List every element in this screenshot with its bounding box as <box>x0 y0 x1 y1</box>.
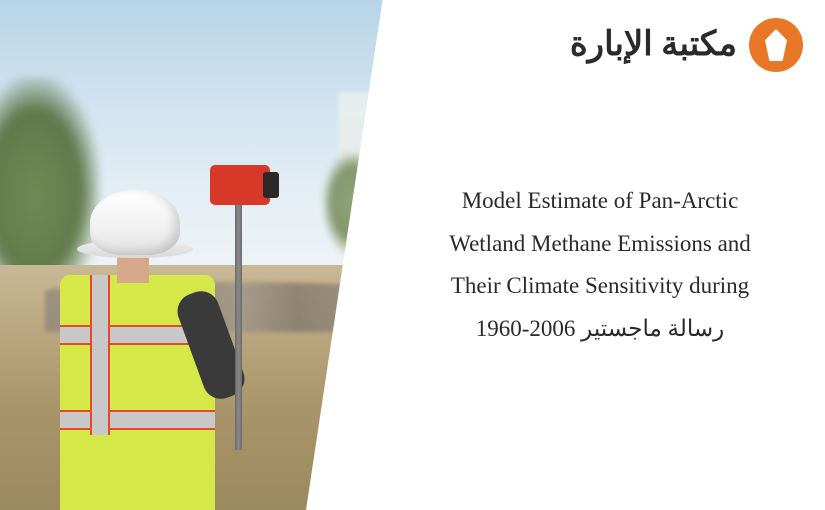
brand-logo-badge <box>749 18 803 72</box>
title-line: Model Estimate of Pan-Arctic <box>462 188 739 213</box>
survey-instrument-lens <box>263 172 279 198</box>
title-line: 1960-2006 رسالة ماجستير <box>476 316 725 341</box>
worker-vest-stripe <box>90 275 110 435</box>
title-text: Model Estimate of Pan-Arctic Wetland Met… <box>415 180 785 350</box>
worker-helmet <box>90 190 180 255</box>
lighthouse-icon <box>765 29 787 61</box>
brand-logo-text: مكتبة الإبارة <box>570 28 737 62</box>
photo-worker <box>35 190 235 510</box>
document-title: Model Estimate of Pan-Arctic Wetland Met… <box>415 180 785 350</box>
worker-neck <box>117 255 149 283</box>
photo-tree-right <box>323 153 383 253</box>
page-container: مكتبة الإبارة Model Estimate of Pan-Arct… <box>0 0 825 510</box>
title-line: Their Climate Sensitivity during <box>451 273 749 298</box>
hero-photo <box>0 0 450 510</box>
worker-vest-stripe <box>60 410 215 430</box>
title-line: Wetland Methane Emissions and <box>449 231 751 256</box>
brand-logo: مكتبة الإبارة <box>570 18 803 72</box>
survey-instrument-pole <box>235 170 242 450</box>
survey-instrument-head <box>210 165 270 205</box>
